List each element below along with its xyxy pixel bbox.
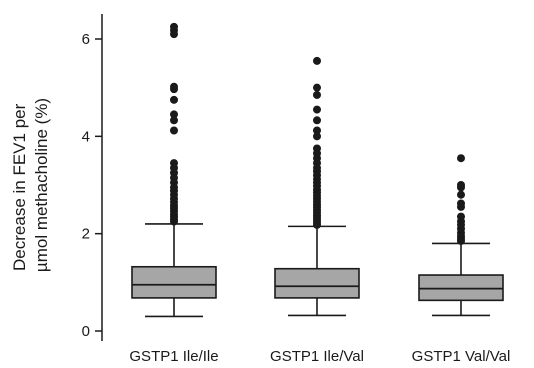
outlier-point xyxy=(313,126,321,135)
outlier-point xyxy=(170,217,178,226)
y-tick-label: 4 xyxy=(82,128,90,145)
outlier-point xyxy=(170,126,178,135)
outlier-point xyxy=(170,30,178,39)
x-category-label: GSTP1 Ile/Val xyxy=(270,348,364,365)
plot-area: 0 2 4 6 GSTP1 Ile/Ile GSTP1 Ile/Val GSTP1 Val/… xyxy=(82,14,511,365)
iqr-box xyxy=(418,274,504,302)
outlier-point xyxy=(313,83,321,92)
iqr-box xyxy=(274,267,360,299)
outlier-point xyxy=(457,190,465,199)
outlier-point xyxy=(457,183,465,192)
y-axis-title: Decrease in FEV1 per µmol methacholine (… xyxy=(10,98,51,272)
outlier-point xyxy=(313,56,321,65)
outlier-point xyxy=(313,116,321,125)
y-tick-label: 0 xyxy=(82,323,90,340)
outlier-point xyxy=(170,85,178,94)
x-category-label: GSTP1 Ile/Ile xyxy=(129,348,218,365)
outlier-point xyxy=(313,105,321,114)
outlier-point xyxy=(170,110,178,119)
outlier-point xyxy=(457,236,465,245)
outlier-point xyxy=(313,132,321,141)
y-axis-title-line-2: µmol methacholine (%) xyxy=(32,98,51,272)
y-axis-title-line-1: Decrease in FEV1 per xyxy=(10,103,29,271)
y-tick-label: 2 xyxy=(82,226,90,243)
y-tick-label: 6 xyxy=(82,31,90,48)
outlier-point xyxy=(457,202,465,211)
x-category-label: GSTP1 Val/Val xyxy=(412,348,511,365)
iqr-box xyxy=(131,265,217,299)
outlier-point xyxy=(170,116,178,125)
outlier-point xyxy=(170,95,178,104)
outlier-point xyxy=(313,90,321,99)
outlier-point xyxy=(313,220,321,229)
outlier-point xyxy=(457,154,465,163)
